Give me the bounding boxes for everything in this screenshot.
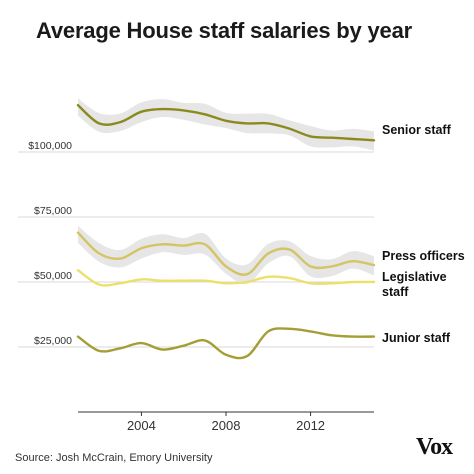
x-tick-label: 2008 — [212, 418, 241, 433]
band-press-officers — [78, 225, 374, 285]
series-labels: Senior staff Press officers Legislativesta… — [382, 123, 465, 345]
series-label: Junior staff — [382, 331, 451, 345]
y-tick-label: $100,000 — [28, 140, 72, 152]
vox-logo: Vox — [416, 434, 453, 460]
y-tick-label: $50,000 — [34, 270, 72, 282]
line-senior-staff — [76, 104, 376, 142]
x-tick-label: 2012 — [296, 418, 325, 433]
source-note: Source: Josh McCrain, Emory University — [15, 452, 213, 464]
grid-lines — [18, 151, 374, 348]
series-label: staff — [382, 285, 409, 299]
band-senior-staff — [78, 98, 374, 151]
x-tick-label: 2004 — [127, 418, 156, 433]
x-ticks: 2004 2008 2012 — [127, 412, 325, 433]
y-tick-label: $75,000 — [34, 205, 72, 217]
line-press-officers — [76, 231, 376, 276]
line-junior-staff — [76, 327, 376, 360]
series-label: Press officers — [382, 249, 465, 263]
confidence-bands — [78, 98, 374, 285]
series-label: Legislative — [382, 270, 447, 284]
series-lines — [76, 104, 376, 360]
y-tick-label: $25,000 — [34, 335, 72, 347]
series-label: Senior staff — [382, 123, 452, 137]
chart-title: Average House staff salaries by year — [36, 18, 412, 43]
line-legislative-staff — [76, 269, 376, 287]
y-tick-labels: $25,000 $50,000 $75,000 $100,000 — [28, 140, 72, 347]
